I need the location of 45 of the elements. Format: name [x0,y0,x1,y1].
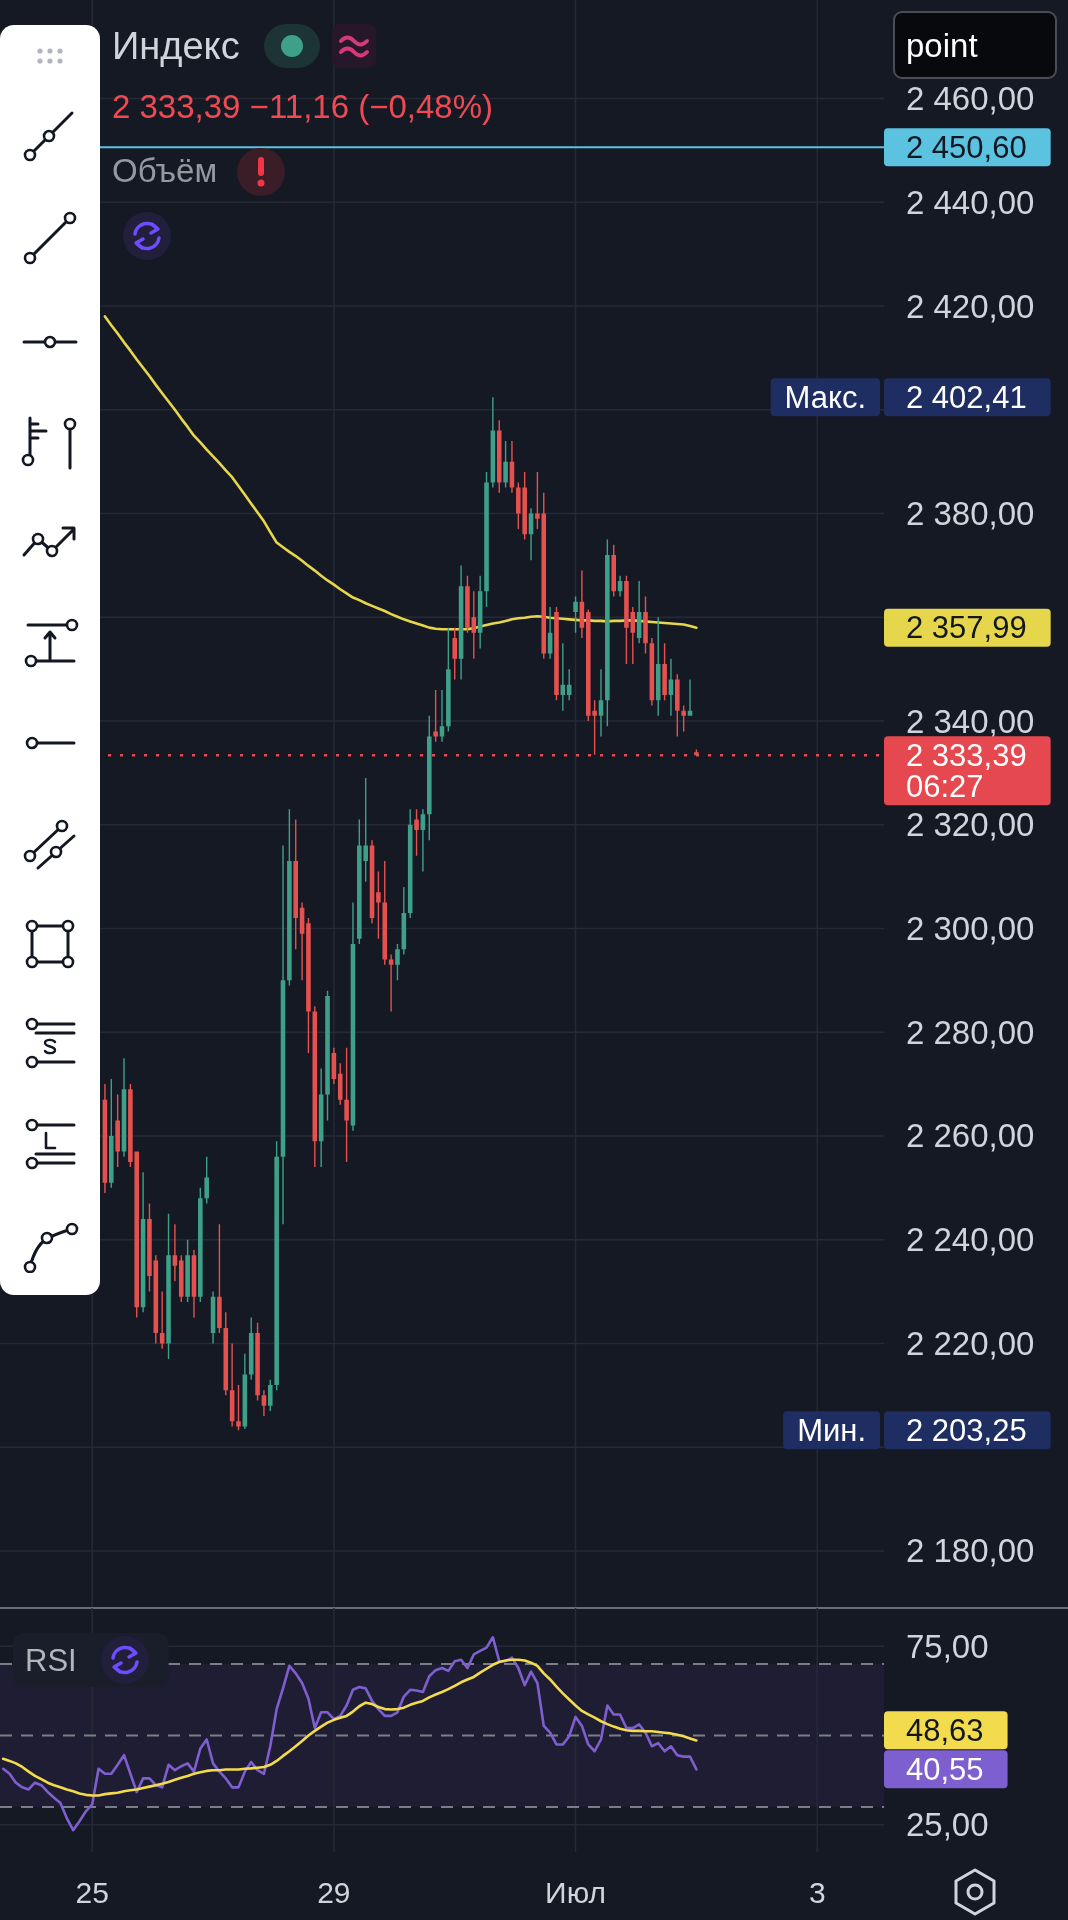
candlestick [560,643,566,711]
y-tick-label: 2 220,00 [906,1324,1035,1362]
y-tick-label: 2 240,00 [906,1221,1035,1259]
text: Индекс [112,25,240,67]
candlestick [172,1224,178,1282]
x-tick-label: Июл [545,1875,607,1909]
candlestick [388,954,394,1012]
text: 40,55 [906,1751,984,1787]
y-tick-label: 2 320,00 [906,806,1035,844]
annotation: Объём [112,151,218,189]
y-tick-label: 75,00 [906,1627,989,1665]
text: point [906,26,978,64]
candlestick [668,658,674,716]
y-tick-label: 2 300,00 [906,909,1035,947]
annotation: Мин. [797,1412,866,1448]
text: 2 357,99 [906,610,1027,646]
ref-line-label: 2 450,60 [906,129,1027,165]
y-tick-label: 2 180,00 [906,1532,1035,1570]
text: 48,63 [906,1712,984,1748]
x-tick-label: 3 [808,1875,826,1909]
y-tick-label: 2 380,00 [906,495,1035,533]
candlestick [159,1291,165,1349]
candlestick [439,689,445,742]
text: 2 333,39 −11,16 (−0,48%) [112,87,494,125]
text: RSI [25,1642,77,1678]
y-tick-label: 2 420,00 [906,287,1035,325]
line-series [103,315,698,631]
text: 2 203,25 [906,1412,1027,1448]
y-tick-label: 2 340,00 [906,702,1035,740]
candlestick [598,669,604,737]
y-tick-label: 2 460,00 [906,80,1035,118]
x-tick-label: 29 [317,1875,351,1909]
candlestick [566,669,572,701]
candlestick [687,679,693,716]
y-tick-label: 2 440,00 [906,183,1035,221]
annotation: Макс. [784,379,866,415]
candlestick [299,902,305,981]
y-tick-label: 25,00 [906,1806,989,1844]
y-tick-label: 2 260,00 [906,1117,1035,1155]
text: 2 402,41 [906,379,1027,415]
x-tick-label: 25 [75,1875,109,1909]
ref-line-label: 2 333,39 06:27 [906,737,1027,804]
y-tick-label: 2 280,00 [906,1013,1035,1051]
line-series [1,1635,698,1832]
candlestick [420,809,426,872]
